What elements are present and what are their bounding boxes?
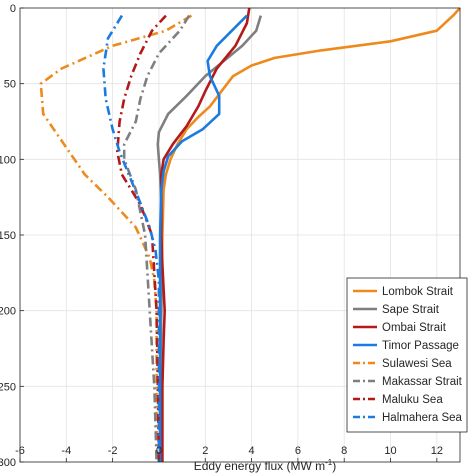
- series-line-halmahera-sea: [102, 14, 161, 462]
- y-tick-label: 200: [0, 306, 16, 318]
- x-tick-label: -4: [61, 445, 71, 457]
- data-series: [39, 7, 461, 463]
- series-line-timor-passage: [158, 14, 248, 462]
- x-tick-label: -6: [15, 445, 25, 457]
- series-line-maluku-sea: [116, 14, 167, 463]
- x-axis-label: Eddy energy flux (MW m-1): [194, 458, 337, 473]
- legend-entry-maluku-sea: Maluku Sea: [382, 394, 443, 406]
- y-tick-label: 50: [4, 79, 16, 91]
- x-axis-label-text: Eddy energy flux (MW m: [194, 459, 325, 473]
- series-line-makassar-strait: [122, 14, 191, 463]
- x-tick-label: 4: [249, 445, 255, 457]
- legend-entry-timor-passage: Timor Passage: [382, 340, 459, 352]
- tick-marks: [19, 7, 438, 463]
- x-tick-label: 6: [295, 445, 301, 457]
- legend-entry-lombok-strait: Lombok Strait: [382, 286, 454, 298]
- legend-entry-makassar-strait: Makassar Strait: [382, 376, 463, 388]
- x-tick-label: 0: [156, 445, 162, 457]
- legend-entry-ombai-strait: Ombai Strait: [382, 322, 447, 334]
- x-tick-label: 10: [384, 445, 396, 457]
- x-tick-labels: -6 -4 -2 0 2 4 6 8 10 12: [15, 445, 443, 457]
- y-tick-label: 150: [0, 230, 16, 242]
- x-tick-label: -2: [108, 445, 118, 457]
- x-tick-label: 12: [431, 445, 443, 457]
- legend: Lombok Strait Sape Strait Ombai Strait Timo…: [346, 277, 468, 433]
- y-tick-label: 300: [0, 457, 16, 469]
- series-line-ombai-strait: [160, 7, 251, 462]
- y-tick-labels: 0 50 100 150 200 250 300: [0, 3, 16, 469]
- legend-box: [346, 277, 468, 433]
- y-tick-label: 0: [10, 3, 16, 15]
- x-axis-label-close: ): [332, 459, 336, 473]
- y-tick-label: 250: [0, 381, 16, 393]
- legend-entry-halmahera-sea: Halmahera Sea: [382, 412, 463, 424]
- legend-entry-sulawesi-sea: Sulawesi Sea: [382, 358, 452, 370]
- x-tick-label: 8: [341, 445, 347, 457]
- legend-entry-sape-strait: Sape Strait: [382, 304, 440, 316]
- x-axis-label-sup: -1: [325, 458, 333, 467]
- x-tick-label: 2: [202, 445, 208, 457]
- y-tick-label: 100: [0, 154, 16, 166]
